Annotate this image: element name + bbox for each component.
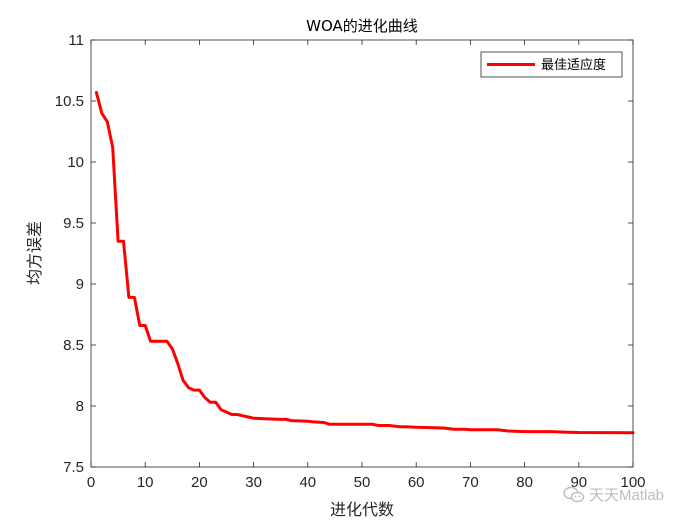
y-axis-label: 均方误差	[25, 221, 44, 285]
ticks: 0 10 20 30 40 50 60 70 80 90 100 7.5 8 8.5 9 9.5 10 10.5 1…	[55, 32, 646, 491]
y-tick-label: 10.5	[55, 93, 84, 110]
watermark: 天天Matlab	[563, 484, 664, 505]
y-tick-label: 8.5	[63, 337, 84, 354]
y-tick-label: 8	[76, 398, 84, 415]
x-axis-label: 进化代数	[330, 500, 394, 519]
y-tick-label: 10	[67, 154, 84, 171]
plot-area	[91, 40, 633, 467]
wechat-icon	[563, 486, 585, 502]
y-tick-label: 11	[68, 32, 84, 49]
x-tick-label: 0	[87, 474, 95, 491]
x-tick-label: 80	[516, 474, 533, 491]
legend-entry-label: 最佳适应度	[541, 57, 606, 73]
x-tick-label: 90	[570, 474, 587, 491]
legend: 最佳适应度	[480, 51, 623, 78]
y-tick-label: 9	[76, 276, 84, 293]
plot-frame	[90, 39, 634, 468]
series-lines	[94, 91, 635, 435]
series-line	[94, 91, 635, 435]
x-tick-label: 10	[137, 474, 154, 491]
y-tick-label: 7.5	[63, 459, 84, 476]
y-tick-label: 9.5	[63, 215, 84, 232]
watermark-text: 天天Matlab	[589, 487, 665, 504]
x-tick-label: 100	[620, 474, 645, 491]
x-tick-label: 50	[354, 474, 371, 491]
x-tick-label: 30	[245, 474, 262, 491]
x-tick-label: 60	[408, 474, 425, 491]
x-tick-label: 40	[299, 474, 316, 491]
x-tick-label: 70	[462, 474, 479, 491]
chart-title: WOA的进化曲线	[306, 17, 418, 35]
x-tick-label: 20	[191, 474, 208, 491]
